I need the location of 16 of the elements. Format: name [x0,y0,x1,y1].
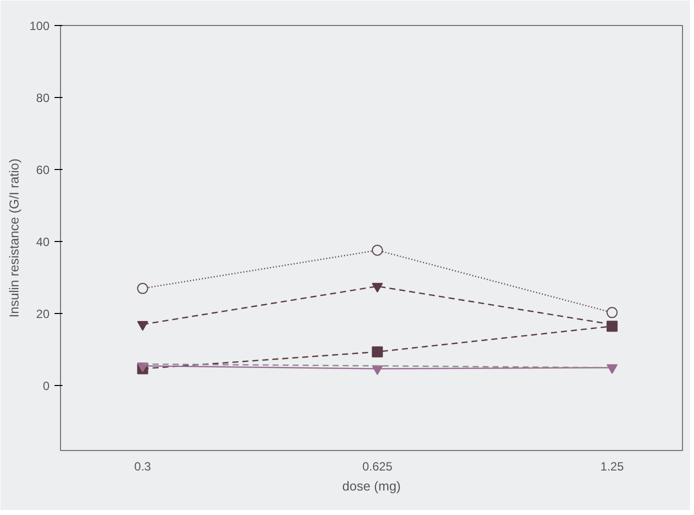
point [137,282,148,294]
y-tick-label: 60 [36,163,50,178]
y-tick-label: 20 [36,307,50,322]
y-tick-label: 100 [29,19,50,33]
point [606,364,618,374]
y-axis-title: Insulin resistance (G/I ratio) [6,158,22,318]
x-tick-label: 1.25 [600,460,624,474]
point [372,346,383,358]
point [606,307,618,318]
y-tick-label: 80 [36,91,50,106]
point [372,244,383,256]
x-tick-label: 0.3 [134,460,152,474]
y-tick-label: 0 [42,379,50,394]
y-tick-label: 40 [36,235,50,250]
x-tick-label: 0.625 [362,460,393,474]
x-axis-title: dose (mg) [342,478,401,494]
